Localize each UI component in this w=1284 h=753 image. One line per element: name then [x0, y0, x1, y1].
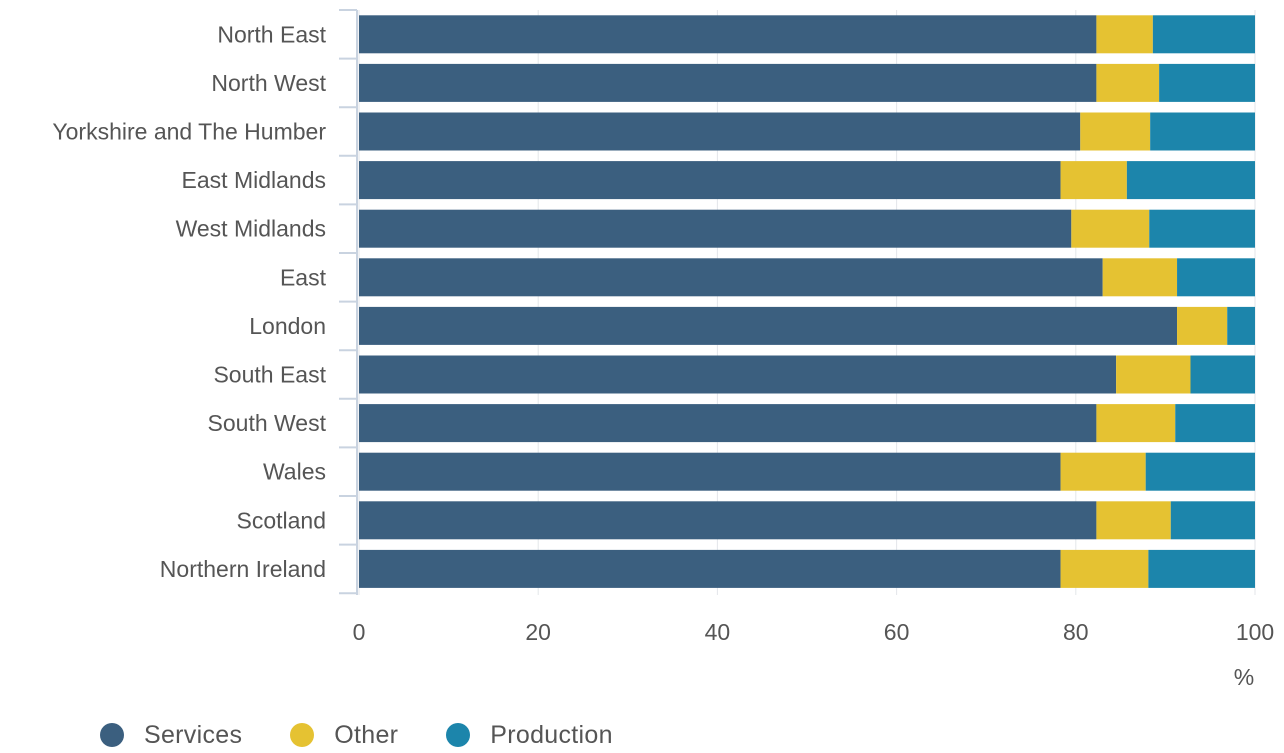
bar-segment-production	[1170, 501, 1255, 540]
bar-segment-services	[359, 452, 1061, 491]
bar-segment-services	[359, 501, 1097, 540]
legend-marker-icon	[100, 723, 124, 747]
bar-segment-services	[359, 306, 1178, 345]
x-tick-label: 40	[705, 619, 731, 645]
grid-lines	[358, 10, 1256, 595]
category-label: North East	[217, 21, 326, 47]
legend-label: Services	[144, 720, 243, 749]
legend-marker-icon	[290, 723, 315, 747]
bar-segment-production	[1152, 15, 1255, 54]
bar-segment-other	[1177, 306, 1228, 345]
bar-segment-production	[1190, 355, 1255, 394]
x-tick-label: 80	[1063, 619, 1089, 645]
x-tick-label: 60	[884, 619, 910, 645]
bar-segment-production	[1149, 209, 1255, 248]
legend: Services Other Production	[100, 718, 661, 752]
bar-segment-services	[359, 355, 1117, 394]
category-label: London	[249, 313, 326, 339]
bar-segment-services	[359, 258, 1103, 297]
bar-segment-production	[1148, 549, 1255, 588]
legend-label: Other	[334, 720, 399, 749]
bar-segment-services	[359, 404, 1097, 443]
bar-segment-production	[1126, 161, 1255, 200]
category-label: North West	[211, 70, 326, 96]
bar-segment-other	[1060, 452, 1146, 491]
bar-segment-other	[1096, 63, 1160, 102]
bar-segment-other	[1071, 209, 1150, 248]
category-label: Northern Ireland	[160, 556, 326, 582]
bar-segment-other	[1060, 161, 1127, 200]
category-label: Scotland	[236, 507, 326, 533]
bar-segment-production	[1159, 63, 1255, 102]
bar-segment-services	[359, 161, 1061, 200]
category-label: East	[280, 264, 327, 290]
bar-segment-services	[359, 112, 1081, 151]
bar-segment-other	[1060, 549, 1149, 588]
bar-segment-other	[1080, 112, 1151, 151]
category-label: West Midlands	[176, 216, 326, 242]
bar-segment-other	[1096, 15, 1153, 54]
stacked-bar-chart: North East North West Yorkshire and The Hu…	[52, 9, 1275, 690]
legend-marker-icon	[446, 723, 471, 747]
bar-segment-production	[1145, 452, 1255, 491]
x-tick-label: 100	[1236, 619, 1274, 645]
bar-segment-services	[359, 209, 1072, 248]
legend-item-services[interactable]: Services	[100, 721, 242, 750]
category-label: Wales	[263, 459, 326, 485]
category-label: South West	[208, 410, 327, 436]
bar-segment-production	[1177, 258, 1255, 297]
bar-segment-other	[1102, 258, 1178, 297]
legend-item-production[interactable]: Production	[446, 721, 613, 750]
bar-segment-production	[1227, 306, 1255, 345]
category-label: East Midlands	[182, 167, 326, 193]
bar-segment-services	[359, 549, 1061, 588]
bar-segment-production	[1150, 112, 1255, 151]
legend-label: Production	[490, 720, 613, 749]
legend-item-other[interactable]: Other	[290, 721, 398, 750]
bar-segment-services	[359, 63, 1097, 102]
category-label: South East	[213, 362, 326, 388]
category-label: Yorkshire and The Humber	[52, 119, 326, 145]
bar-segment-other	[1096, 404, 1176, 443]
y-axis: North East North West Yorkshire and The Hu…	[52, 9, 358, 595]
x-axis-unit-label: %	[1234, 664, 1254, 690]
bar-segment-production	[1175, 404, 1255, 443]
bar-segment-other	[1116, 355, 1191, 394]
bars-group	[359, 15, 1255, 588]
x-axis: 0 20 40 60 80 100	[353, 619, 1275, 645]
x-tick-label: 0	[353, 619, 366, 645]
bar-segment-other	[1096, 501, 1171, 540]
bar-segment-services	[359, 15, 1097, 54]
x-tick-label: 20	[525, 619, 551, 645]
